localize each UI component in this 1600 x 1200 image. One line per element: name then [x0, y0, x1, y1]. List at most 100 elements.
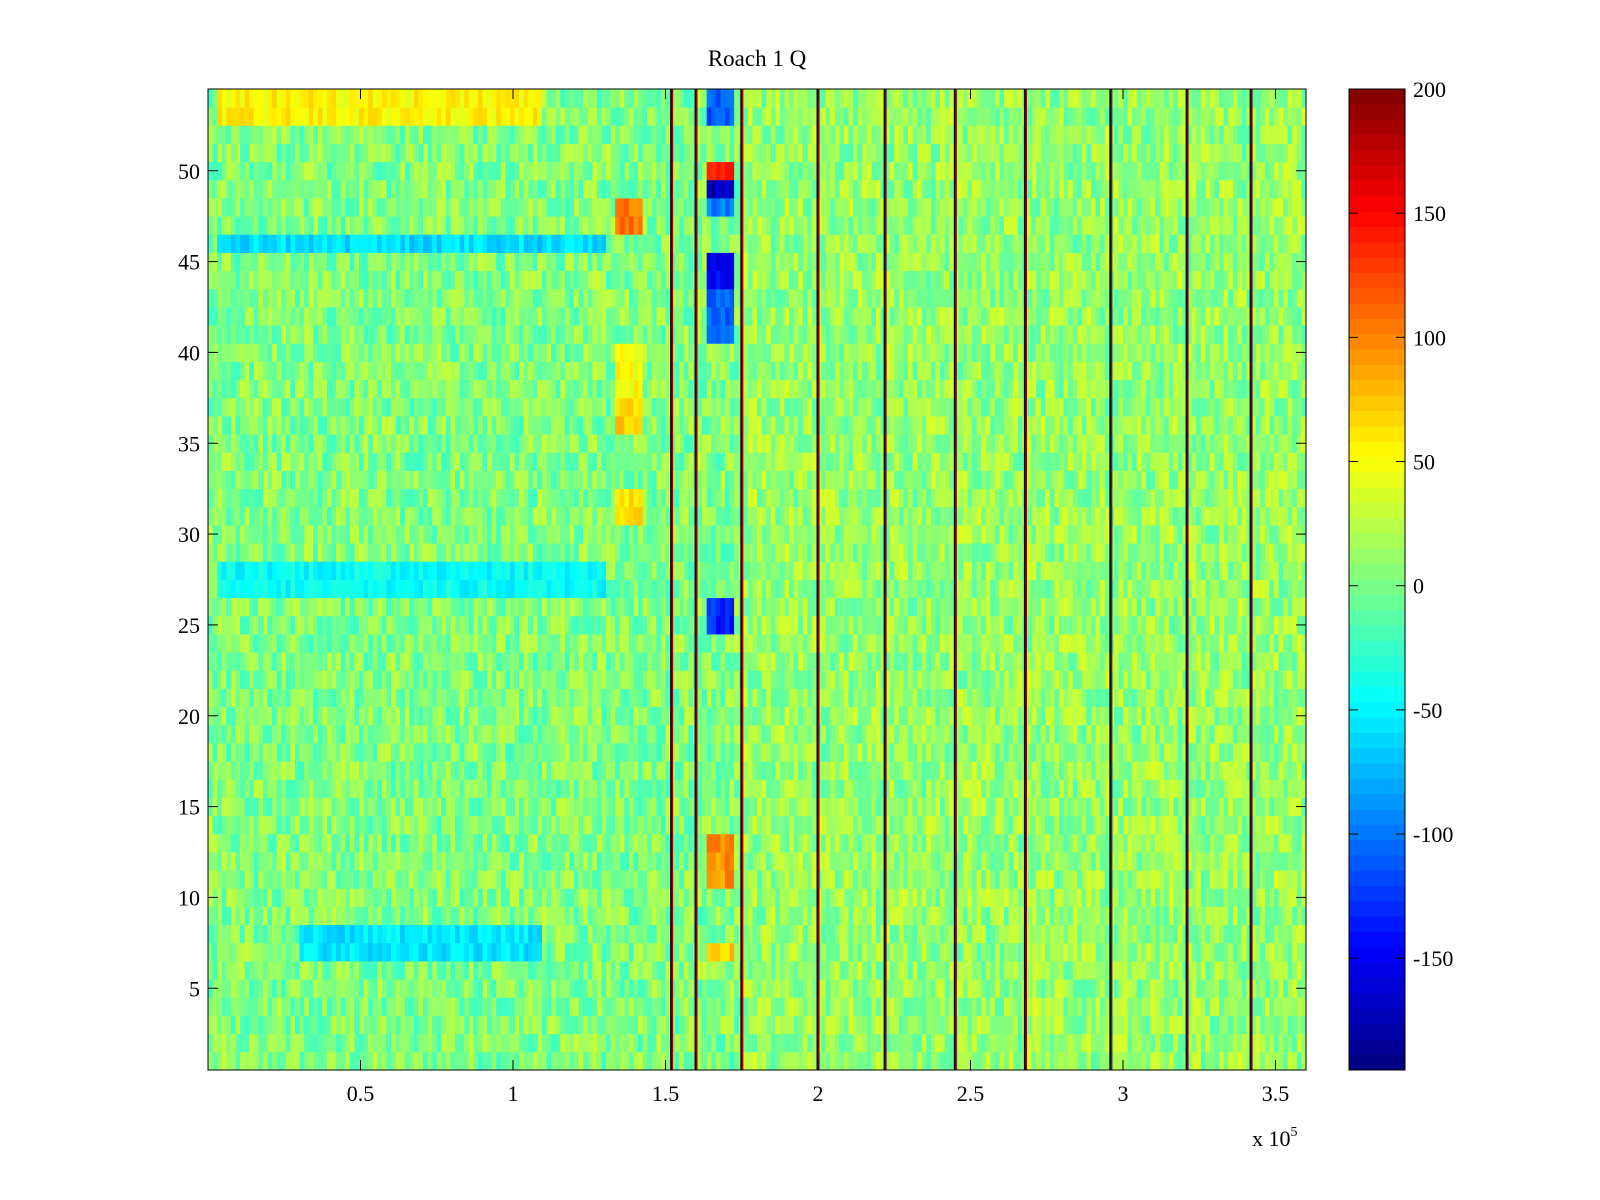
heatmap-cell [1255, 1051, 1261, 1071]
heatmap-cell [514, 906, 520, 926]
heatmap-cell [848, 688, 854, 708]
heatmap-cell [1072, 815, 1078, 835]
heatmap-cell [432, 888, 438, 907]
heatmap-cell [253, 833, 259, 853]
heatmap-cell [519, 779, 525, 798]
heatmap-cell [1040, 797, 1046, 817]
heatmap-cell [1296, 961, 1302, 980]
heatmap-cell [564, 815, 570, 835]
heatmap-cell [734, 906, 740, 926]
heatmap-cell [999, 761, 1005, 780]
heatmap-cell [381, 743, 387, 762]
heatmap-cell [1260, 979, 1266, 998]
heatmap-cell [944, 1033, 950, 1053]
heatmap-cell [656, 743, 662, 762]
heatmap-cell [386, 779, 392, 798]
heatmap-cell [363, 743, 369, 762]
heatmap-cell [1136, 961, 1142, 980]
heatmap-cell [496, 779, 502, 798]
heatmap-cell [898, 1033, 904, 1053]
heatmap-cell [1086, 743, 1092, 762]
heatmap-cell [1196, 979, 1202, 998]
heatmap-cell [276, 797, 282, 817]
heatmap-cell [1004, 761, 1010, 780]
heatmap-cell [848, 1051, 854, 1071]
heatmap-cell [1008, 979, 1014, 998]
heatmap-cell [391, 833, 396, 853]
heatmap-cell [633, 833, 639, 853]
heatmap-cell [262, 1015, 268, 1035]
heatmap-cell [560, 888, 566, 907]
heatmap-cell [843, 779, 849, 798]
heatmap-cell [1273, 961, 1279, 980]
heatmap-cell [267, 1015, 273, 1035]
heatmap-cell [949, 997, 955, 1016]
heatmap-cell [436, 997, 442, 1016]
heatmap-cell [1228, 815, 1234, 835]
heatmap-cell [1223, 924, 1229, 944]
heatmap-cell [244, 906, 250, 926]
heatmap-cell [1008, 724, 1014, 744]
heatmap-cell [372, 906, 378, 926]
heatmap-cell [885, 779, 891, 798]
heatmap-cell [1255, 743, 1261, 762]
heatmap-cell [1159, 888, 1165, 907]
heatmap-cell [1136, 852, 1142, 871]
heatmap-cell [1182, 833, 1188, 853]
heatmap-cell [1123, 815, 1128, 835]
heatmap-cell [843, 815, 849, 835]
heatmap-cell [340, 906, 346, 926]
heatmap-cell [674, 888, 680, 907]
heatmap-cell [1246, 743, 1252, 762]
heatmap-cell [267, 906, 273, 926]
heatmap-cell [574, 870, 579, 889]
heatmap-cell [1260, 706, 1266, 726]
heatmap-cell [789, 743, 794, 762]
heatmap-cell [615, 779, 621, 798]
heatmap-cell [853, 688, 859, 708]
heatmap-cell [377, 961, 383, 980]
heatmap-cell [1017, 961, 1023, 980]
heatmap-cell [1145, 870, 1151, 889]
heatmap-cell [1127, 779, 1133, 798]
heatmap-cell [903, 779, 909, 798]
heatmap-cell [702, 997, 708, 1016]
heatmap-cell [1251, 833, 1257, 853]
heatmap-cell [1255, 724, 1261, 744]
heatmap-cell [500, 724, 506, 744]
heatmap-cell [1017, 743, 1023, 762]
heatmap-cell [743, 906, 749, 926]
heatmap-cell [994, 1033, 1000, 1053]
heatmap-cell [830, 979, 836, 998]
heatmap-cell [217, 942, 223, 962]
heatmap-cell [1164, 888, 1170, 907]
heatmap-cell [1173, 924, 1179, 944]
heatmap-cell [560, 1015, 566, 1035]
heatmap-cell [546, 1051, 552, 1071]
heatmap-cell [1159, 724, 1165, 744]
heatmap-cell [1155, 942, 1161, 962]
heatmap-cell [830, 815, 836, 835]
heatmap-cell [656, 815, 662, 835]
heatmap-cell [724, 888, 730, 907]
heatmap-cell [574, 797, 579, 817]
heatmap-cell [757, 870, 762, 889]
heatmap-cell [647, 979, 653, 998]
heatmap-cell [798, 815, 804, 835]
heatmap-cell [1095, 688, 1101, 708]
heatmap-cell [1283, 779, 1289, 798]
heatmap-cell [944, 797, 950, 817]
heatmap-cell [381, 724, 387, 744]
heatmap-cell [1168, 888, 1174, 907]
heatmap-cell [400, 815, 406, 835]
heatmap-cell [409, 961, 415, 980]
heatmap-cell [647, 706, 653, 726]
heatmap-cell [601, 997, 607, 1016]
heatmap-cell [1177, 961, 1183, 980]
heatmap-cell [409, 688, 415, 708]
heatmap-cell [811, 852, 817, 871]
heatmap-cell [386, 724, 392, 744]
heatmap-cell [1090, 797, 1096, 817]
heatmap-cell [724, 997, 730, 1016]
heatmap-cell [304, 942, 310, 962]
